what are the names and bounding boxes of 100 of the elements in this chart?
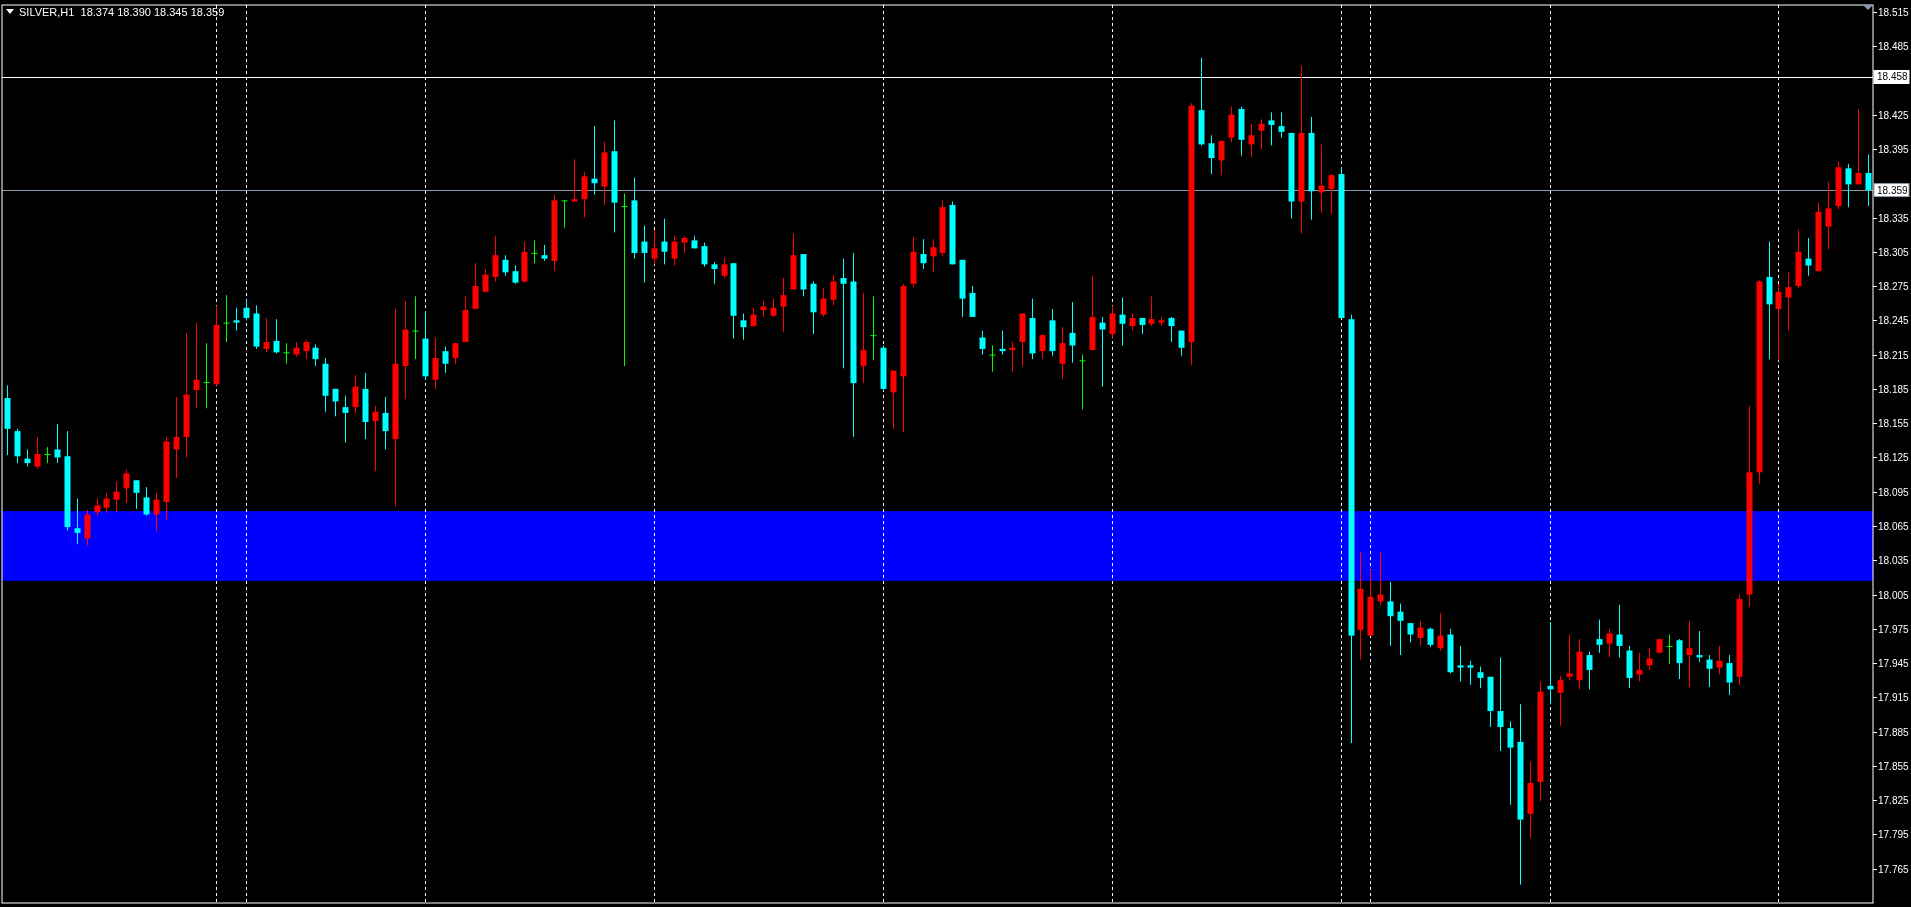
candlestick	[721, 256, 728, 279]
candlestick	[1616, 604, 1623, 658]
candlestick	[113, 480, 120, 513]
candlestick	[1218, 140, 1225, 176]
candlestick	[1865, 154, 1872, 207]
candlestick	[571, 158, 578, 203]
candlestick	[34, 436, 41, 470]
candlestick	[1248, 123, 1255, 158]
y-tick-label: 18.515	[1878, 7, 1910, 18]
candlestick	[44, 446, 51, 464]
candlestick	[193, 322, 200, 409]
candlestick	[1606, 628, 1613, 658]
candlestick	[651, 229, 658, 265]
candlestick	[1686, 620, 1693, 688]
candlestick	[263, 317, 270, 353]
candlestick	[661, 218, 668, 265]
candlestick	[1417, 620, 1424, 647]
candlestick	[820, 287, 827, 318]
candlestick	[770, 298, 777, 318]
y-tick-label: 17.915	[1878, 692, 1910, 703]
candlestick	[641, 225, 648, 284]
y-tick-label: 18.305	[1878, 247, 1910, 258]
candlestick	[1497, 656, 1504, 752]
candlestick	[412, 295, 419, 360]
candlestick	[1168, 316, 1175, 343]
candlestick	[621, 193, 628, 367]
candlestick	[1775, 283, 1782, 361]
candlestick	[303, 339, 310, 360]
candlestick	[1258, 118, 1265, 150]
candlestick	[243, 299, 250, 321]
candlestick	[502, 254, 509, 277]
candlestick	[442, 346, 449, 374]
candlestick	[1069, 301, 1076, 364]
candlestick	[890, 370, 897, 430]
y-tick-label: 18.395	[1878, 144, 1910, 155]
candlestick	[531, 239, 538, 264]
y-tick-label: 18.125	[1878, 452, 1910, 463]
y-tick-label: 18.485	[1878, 41, 1910, 52]
candlestick	[920, 238, 927, 270]
candlestick	[581, 171, 588, 218]
candlestick	[492, 235, 499, 282]
candlestick	[969, 285, 976, 318]
candlestick	[1407, 622, 1414, 644]
y-tick-label: 17.765	[1878, 864, 1910, 875]
y-tick-label: 18.005	[1878, 590, 1910, 601]
candlestick	[1437, 612, 1444, 652]
candlestick	[133, 479, 140, 510]
y-tick-label: 18.035	[1878, 555, 1910, 566]
candlestick	[1825, 181, 1832, 250]
candlestick	[233, 307, 240, 332]
candlestick	[561, 199, 568, 229]
y-tick-label: 18.155	[1878, 418, 1910, 429]
candlestick	[1726, 654, 1733, 696]
candlestick	[173, 396, 180, 479]
candlestick	[1566, 634, 1573, 681]
candlestick	[840, 258, 847, 369]
candlestick	[143, 486, 150, 517]
y-tick-label: 18.215	[1878, 350, 1910, 361]
candlestick	[512, 264, 519, 285]
candlestick	[1507, 720, 1514, 806]
candlestick	[989, 344, 996, 373]
ref-line-label: 18.458	[1877, 71, 1909, 83]
y-tick-label: 18.425	[1878, 110, 1910, 121]
candlestick	[153, 492, 160, 533]
y-tick-label: 17.855	[1878, 761, 1910, 772]
candlestick	[103, 492, 110, 513]
candlestick	[432, 336, 439, 390]
candlestick	[1039, 333, 1046, 360]
candlestick	[342, 395, 349, 444]
candlestick	[352, 374, 359, 414]
candlestick	[1268, 111, 1275, 147]
chart-title: SILVER,H1 18.374 18.390 18.345 18.359	[19, 6, 225, 18]
candlestick	[979, 330, 986, 356]
candlestick	[54, 423, 61, 464]
candlestick	[223, 294, 230, 343]
candlestick	[1706, 654, 1713, 688]
candlestick	[1109, 304, 1116, 338]
candlestick	[482, 268, 489, 293]
candlestick	[1855, 108, 1862, 185]
y-tick-label: 17.975	[1878, 624, 1910, 635]
candlestick	[382, 396, 389, 450]
candlestick	[1596, 619, 1603, 654]
candlestick	[711, 261, 718, 285]
candlestick	[1079, 354, 1086, 410]
y-tick-label: 18.245	[1878, 315, 1910, 326]
candlestick	[1148, 295, 1155, 327]
candlestick	[1557, 675, 1564, 727]
candlestick	[1666, 634, 1673, 665]
candlestick	[870, 295, 877, 361]
y-tick-label: 17.945	[1878, 658, 1910, 669]
candlestick	[1845, 163, 1852, 208]
y-tick-label: 18.335	[1878, 213, 1910, 224]
candlestick	[1785, 271, 1792, 332]
candlestick	[84, 509, 91, 546]
y-tick-label: 18.185	[1878, 384, 1910, 395]
candlestick	[1387, 581, 1394, 647]
candlestick	[701, 242, 708, 268]
candlestick	[1467, 660, 1474, 686]
candlestick	[1477, 666, 1484, 689]
candlestick	[452, 342, 459, 365]
